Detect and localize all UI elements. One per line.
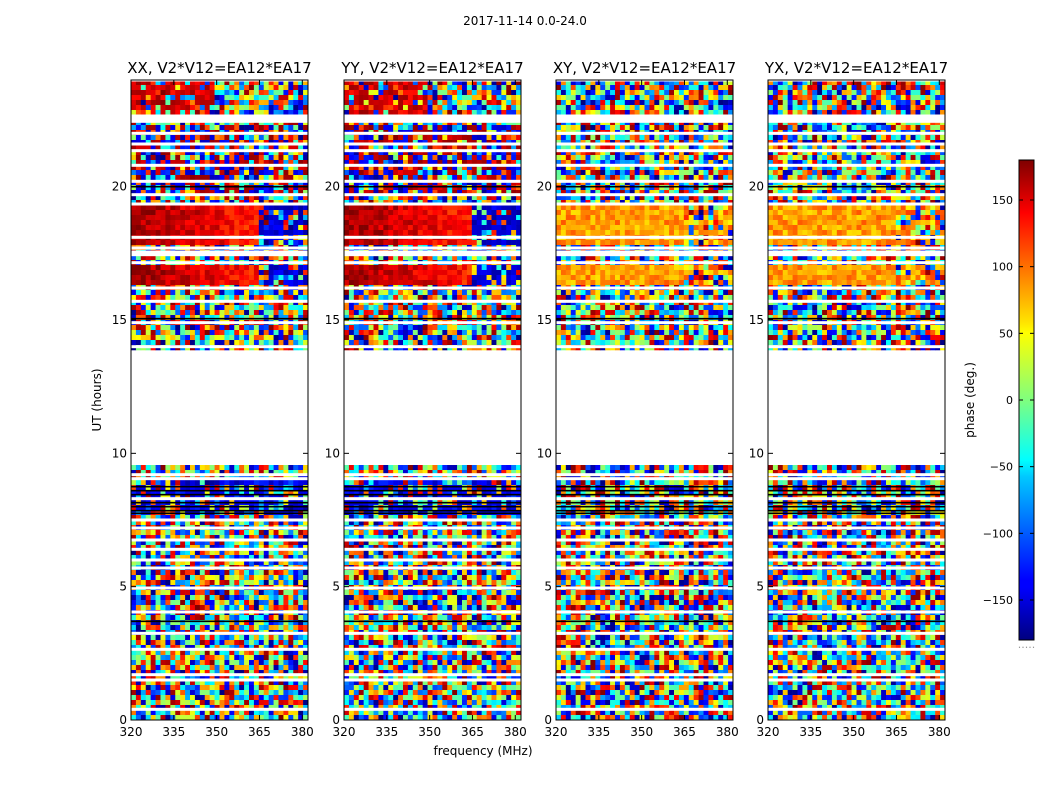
colorbar-tick-label: −50 — [990, 461, 1013, 474]
x-tick-label: 335 — [162, 725, 185, 739]
y-tick-label: 0 — [332, 713, 340, 727]
x-axis-label: frequency (MHz) — [433, 744, 532, 758]
flag-lines — [131, 78, 308, 711]
heatmap-cells — [131, 80, 309, 721]
y-tick-label: 15 — [749, 313, 764, 327]
x-tick-label: 380 — [716, 725, 739, 739]
x-tick-label: 350 — [630, 725, 653, 739]
y-tick-label: 0 — [119, 713, 127, 727]
x-tick-label: 320 — [333, 725, 356, 739]
colorbar-tick-label: 0 — [1006, 394, 1013, 407]
y-tick-label: 10 — [537, 446, 552, 460]
x-tick-label: 335 — [799, 725, 822, 739]
x-tick-label: 365 — [885, 725, 908, 739]
panel-title: YX, V2*V12=EA12*EA17 — [764, 59, 948, 77]
x-tick-label: 320 — [757, 725, 780, 739]
x-tick-label: 350 — [842, 725, 865, 739]
x-tick-label: 380 — [504, 725, 527, 739]
x-tick-label: 335 — [587, 725, 610, 739]
heatmap-cells — [556, 80, 734, 721]
flag-lines — [768, 78, 945, 711]
x-tick-label: 350 — [418, 725, 441, 739]
colorbar-footer: ..... — [1018, 638, 1035, 651]
y-tick-label: 0 — [544, 713, 552, 727]
y-tick-label: 10 — [325, 446, 340, 460]
colorbar-tick-label: 100 — [992, 261, 1013, 274]
y-tick-label: 5 — [756, 580, 764, 594]
x-tick-label: 365 — [248, 725, 271, 739]
y-tick-label: 5 — [332, 580, 340, 594]
y-tick-label: 5 — [119, 580, 127, 594]
x-tick-label: 380 — [928, 725, 951, 739]
x-tick-label: 350 — [205, 725, 228, 739]
y-tick-label: 0 — [756, 713, 764, 727]
x-tick-label: 320 — [120, 725, 143, 739]
figure-title: 2017-11-14 0.0-24.0 — [463, 14, 587, 28]
y-axis-label: UT (hours) — [90, 368, 104, 431]
colorbar-gradient — [1019, 160, 1034, 640]
panel-xx: XX, V2*V12=EA12*EA17 0 5 10 15 20 320 335 350 365… — [112, 59, 314, 739]
colorbar-tick-label: 150 — [992, 194, 1013, 207]
x-tick-label: 365 — [461, 725, 484, 739]
x-tick-label: 365 — [673, 725, 696, 739]
x-tick-label: 380 — [291, 725, 314, 739]
panel-frame — [130, 79, 309, 721]
y-tick-label: 15 — [112, 313, 127, 327]
y-tick-label: 20 — [325, 180, 340, 194]
y-tick-label: 20 — [112, 180, 127, 194]
heatmap-cells — [344, 80, 522, 721]
colorbar: 150 100 50 0 −50 −100 −150 phase (deg.)..... — [963, 159, 1035, 651]
panel-frame — [555, 79, 734, 721]
colorbar-label: phase (deg.) — [963, 362, 977, 438]
y-tick-label: 15 — [325, 313, 340, 327]
panel-title: YY, V2*V12=EA12*EA17 — [340, 59, 523, 77]
panel-title: XY, V2*V12=EA12*EA17 — [553, 59, 736, 77]
y-tick-label: 10 — [112, 446, 127, 460]
y-tick-label: 10 — [749, 446, 764, 460]
x-tick-label: 335 — [375, 725, 398, 739]
panel-xy: XY, V2*V12=EA12*EA17 0 5 10 15 20 320 335 350 365… — [537, 59, 739, 739]
y-tick-label: 20 — [537, 180, 552, 194]
y-tick-label: 5 — [544, 580, 552, 594]
x-tick-label: 320 — [545, 725, 568, 739]
heatmap-cells — [768, 80, 946, 721]
panel-yx: YX, V2*V12=EA12*EA17 0 5 10 15 20 320 335 350 365… — [749, 59, 951, 739]
panel-yy: YY, V2*V12=EA12*EA17 0 5 10 15 20 320 335 350 365… — [325, 59, 527, 739]
panel-frame — [343, 79, 522, 721]
y-tick-label: 15 — [537, 313, 552, 327]
y-tick-label: 20 — [749, 180, 764, 194]
panels-layer: XX, V2*V12=EA12*EA17 0 5 10 15 20 320 335 350 365… — [112, 59, 951, 739]
colorbar-tick-label: 50 — [999, 327, 1013, 340]
colorbar-tick-label: −150 — [983, 594, 1013, 607]
panel-title: XX, V2*V12=EA12*EA17 — [127, 59, 311, 77]
colorbar-tick-label: −100 — [983, 527, 1013, 540]
flag-lines — [556, 78, 733, 711]
panel-frame — [767, 79, 946, 721]
